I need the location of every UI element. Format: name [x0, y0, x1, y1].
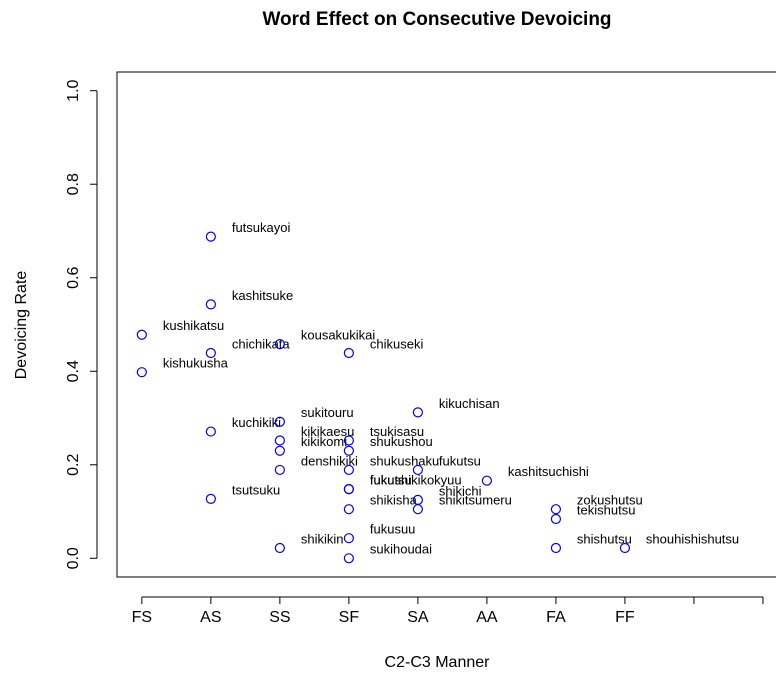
point	[550, 513, 562, 525]
point	[343, 445, 354, 456]
point-label: kashitsuke	[232, 288, 293, 303]
point	[412, 464, 423, 476]
point	[205, 426, 216, 437]
y-tick-label: 0.0	[65, 547, 82, 569]
point	[274, 435, 285, 446]
point-label: tsutsuku	[232, 482, 280, 497]
point-label: kikikaesu	[301, 424, 354, 439]
chart-title: Word Effect on Consecutive Devoicing	[262, 9, 611, 30]
point-label: tekishutsu	[577, 502, 636, 517]
point	[343, 347, 354, 359]
x-tick-label: SS	[269, 609, 290, 626]
point	[481, 475, 493, 486]
point	[274, 339, 285, 350]
point	[136, 329, 147, 340]
y-tick-label: 0.6	[65, 267, 82, 289]
point-label: zokushutsu	[577, 493, 643, 508]
point	[343, 435, 354, 446]
point	[343, 553, 354, 564]
y-axis-label: Devoicing Rate	[13, 271, 30, 380]
point-label: sukitouru	[301, 405, 354, 420]
point	[205, 231, 216, 242]
point	[343, 533, 354, 544]
point	[412, 504, 423, 515]
point	[412, 407, 423, 418]
point	[274, 416, 285, 427]
x-tick-label: FF	[615, 609, 635, 626]
point	[205, 347, 216, 359]
point-label: kuchikiki	[232, 415, 281, 430]
x-tick-label: FA	[546, 609, 566, 626]
point	[343, 483, 354, 495]
plot-box	[116, 71, 776, 578]
point	[205, 299, 216, 310]
point-label: chikuseki	[370, 336, 424, 351]
point-label: tsukisasu	[370, 424, 424, 439]
point	[343, 464, 354, 476]
point-label: shukushaku	[370, 453, 439, 468]
point-label: fukutsu	[370, 473, 412, 488]
x-tick-label: AA	[476, 609, 498, 626]
point-label: fukutsu	[439, 453, 481, 468]
point	[550, 504, 562, 515]
point-label: fukusuu	[370, 522, 416, 537]
point-label: shukushou	[370, 434, 433, 449]
point-label: shouhishishutsu	[646, 531, 739, 546]
point	[136, 367, 147, 378]
point-label: kushikatsu	[163, 318, 224, 333]
point	[343, 504, 354, 515]
point	[205, 493, 216, 505]
point-label: kishukusha	[163, 356, 229, 371]
x-tick-label: SA	[407, 609, 429, 626]
x-tick-label: AS	[200, 609, 221, 626]
point-label: kousakukikai	[301, 328, 376, 343]
y-tick-label: 0.2	[65, 454, 82, 476]
point-label: shikikin	[301, 531, 344, 546]
x-axis-label: C2-C3 Manner	[385, 654, 491, 671]
point-label: kikuchisan	[439, 396, 500, 411]
point-label: shikisha	[370, 493, 418, 508]
point	[274, 542, 285, 554]
point-label: futsukayoi	[232, 220, 291, 235]
point-label: sukihoudai	[370, 542, 432, 557]
point	[274, 445, 285, 456]
point-label: fukushikikokyuu	[370, 473, 462, 488]
y-tick-label: 0.4	[65, 360, 82, 382]
point-label: kashitsuchishi	[508, 464, 589, 479]
point	[619, 542, 631, 554]
point-label: shikitsumeru	[439, 493, 512, 508]
x-tick-label: FS	[132, 609, 152, 626]
point-label: chichikata	[232, 336, 291, 351]
y-tick-label: 1.0	[65, 79, 82, 101]
point-label: shishutsu	[577, 531, 632, 546]
point	[550, 542, 562, 554]
point-label: shikichi	[439, 483, 482, 498]
point	[274, 464, 285, 476]
point-label: denshikiki	[301, 453, 358, 468]
x-tick-label: SF	[339, 609, 360, 626]
y-tick-label: 0.8	[65, 173, 82, 195]
point-label: kikikomi	[301, 434, 347, 449]
